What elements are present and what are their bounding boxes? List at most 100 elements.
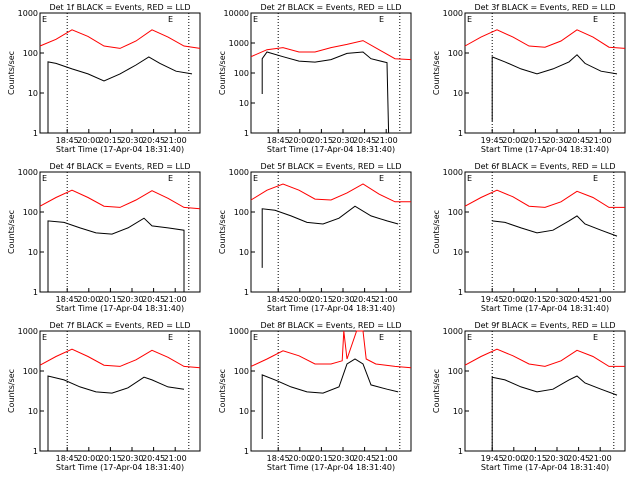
x-tick-label: 20:30 xyxy=(120,454,143,463)
y-tick-label: 10 xyxy=(28,89,38,98)
y-tick-label: 1 xyxy=(458,129,463,138)
x-tick-label: 19:45 xyxy=(481,295,504,304)
plot-frame xyxy=(39,330,201,452)
y-tick-label: 1000 xyxy=(18,9,38,18)
y-tick-label: 1000 xyxy=(229,168,249,177)
y-tick-label: 10000 xyxy=(224,9,249,18)
detector-plot-4: Det 4f BLACK = Events, RED = LLD 1 10 100 10… xyxy=(7,162,201,313)
lld-series-line xyxy=(464,348,625,367)
x-tick-label: 18:45 xyxy=(267,136,290,145)
x-tick-label: 20:15 xyxy=(524,295,547,304)
x-axis-label: Start Time (17-Apr-04 18:31:40) xyxy=(56,145,184,154)
x-tick-label: 20:00 xyxy=(502,295,525,304)
event-marker: E xyxy=(593,174,598,183)
y-axis-label: Counts/sec xyxy=(218,51,227,95)
events-series-line xyxy=(491,375,618,451)
y-tick-label: 1 xyxy=(244,129,249,138)
x-tick-label: 21:00 xyxy=(375,136,398,145)
lld-series-line xyxy=(250,40,412,61)
y-tick-label: 100 xyxy=(448,49,463,58)
x-tick-label: 20:00 xyxy=(77,136,100,145)
event-marker: E xyxy=(168,174,173,183)
x-tick-label: 20:30 xyxy=(120,136,143,145)
plot-frame xyxy=(464,330,626,452)
x-tick-label: 19:45 xyxy=(481,454,504,463)
x-tick-label: 20:45 xyxy=(353,295,376,304)
plot-title: Det 6f BLACK = Events, RED = LLD xyxy=(474,162,615,171)
x-axis-label: Start Time (17-Apr-04 18:31:40) xyxy=(267,145,395,154)
event-marker: E xyxy=(42,15,47,24)
y-axis-label: Counts/sec xyxy=(7,210,16,254)
x-tick-label: 20:00 xyxy=(502,136,525,145)
x-tick-label: 20:45 xyxy=(353,454,376,463)
y-tick-label: 100 xyxy=(23,49,38,58)
x-tick-label: 21:00 xyxy=(375,454,398,463)
detector-plot-3: Det 3f BLACK = Events, RED = LLD 1 10 100 10… xyxy=(432,3,626,154)
x-tick-label: 18:45 xyxy=(267,295,290,304)
x-tick-label: 20:30 xyxy=(545,295,568,304)
event-marker: E xyxy=(168,333,173,342)
y-tick-label: 10 xyxy=(239,99,249,108)
x-tick-label: 20:45 xyxy=(142,136,165,145)
plot-title: Det 2f BLACK = Events, RED = LLD xyxy=(260,3,401,12)
event-marker: E xyxy=(467,15,472,24)
y-tick-label: 10 xyxy=(453,407,463,416)
x-tick-label: 20:30 xyxy=(331,136,354,145)
events-series-line xyxy=(491,54,618,121)
y-axis-label: Counts/sec xyxy=(7,51,16,95)
x-axis-label: Start Time (17-Apr-04 18:31:40) xyxy=(56,463,184,472)
x-tick-label: 20:00 xyxy=(288,295,311,304)
x-tick-label: 20:15 xyxy=(310,295,333,304)
events-series-line xyxy=(47,217,185,292)
event-marker: E xyxy=(168,15,173,24)
event-marker: E xyxy=(42,333,47,342)
detector-plot-5: Det 5f BLACK = Events, RED = LLD 1 10 100 10… xyxy=(218,162,412,313)
lld-series-line xyxy=(464,29,626,49)
x-tick-label: 21:00 xyxy=(164,454,187,463)
lld-series-line xyxy=(39,189,201,210)
x-axis-label: Start Time (17-Apr-04 18:31:40) xyxy=(56,304,184,313)
y-tick-label: 1000 xyxy=(443,9,463,18)
y-tick-label: 1 xyxy=(33,129,38,138)
x-tick-label: 18:45 xyxy=(56,136,79,145)
y-tick-label: 1 xyxy=(33,447,38,456)
x-axis-label: Start Time (17-Apr-04 18:31:40) xyxy=(481,463,609,472)
y-tick-label: 10 xyxy=(239,248,249,257)
x-tick-label: 20:15 xyxy=(524,454,547,463)
y-tick-label: 10 xyxy=(239,407,249,416)
x-tick-label: 20:30 xyxy=(120,295,143,304)
event-marker: E xyxy=(593,333,598,342)
detector-plot-1: Det 1f BLACK = Events, RED = LLD 1 10 100 10… xyxy=(7,3,201,154)
plot-title: Det 1f BLACK = Events, RED = LLD xyxy=(49,3,190,12)
x-tick-label: 20:30 xyxy=(331,295,354,304)
event-marker: E xyxy=(379,174,384,183)
x-tick-label: 20:15 xyxy=(310,136,333,145)
y-tick-label: 1 xyxy=(458,447,463,456)
y-tick-label: 1 xyxy=(33,288,38,297)
y-tick-label: 10 xyxy=(453,89,463,98)
y-tick-label: 1000 xyxy=(229,39,249,48)
plot-frame xyxy=(250,330,412,452)
x-axis-label: Start Time (17-Apr-04 18:31:40) xyxy=(481,304,609,313)
event-marker: E xyxy=(379,15,384,24)
x-tick-label: 20:45 xyxy=(567,295,590,304)
plot-frame xyxy=(39,171,201,293)
event-marker: E xyxy=(42,174,47,183)
y-axis-label: Counts/sec xyxy=(218,210,227,254)
event-marker: E xyxy=(253,15,258,24)
plot-title: Det 3f BLACK = Events, RED = LLD xyxy=(474,3,615,12)
y-tick-label: 1000 xyxy=(443,327,463,336)
y-tick-label: 1 xyxy=(244,288,249,297)
events-series-line xyxy=(492,215,618,237)
x-tick-label: 20:45 xyxy=(353,136,376,145)
lld-series-line xyxy=(250,183,411,203)
x-axis-label: Start Time (17-Apr-04 18:31:40) xyxy=(267,304,395,313)
y-tick-label: 100 xyxy=(234,367,249,376)
x-tick-label: 21:00 xyxy=(164,136,187,145)
y-axis-label: Counts/sec xyxy=(218,369,227,413)
y-tick-label: 1000 xyxy=(18,168,38,177)
lld-series-line xyxy=(39,29,201,49)
x-tick-label: 18:45 xyxy=(56,295,79,304)
y-tick-label: 10 xyxy=(28,407,38,416)
